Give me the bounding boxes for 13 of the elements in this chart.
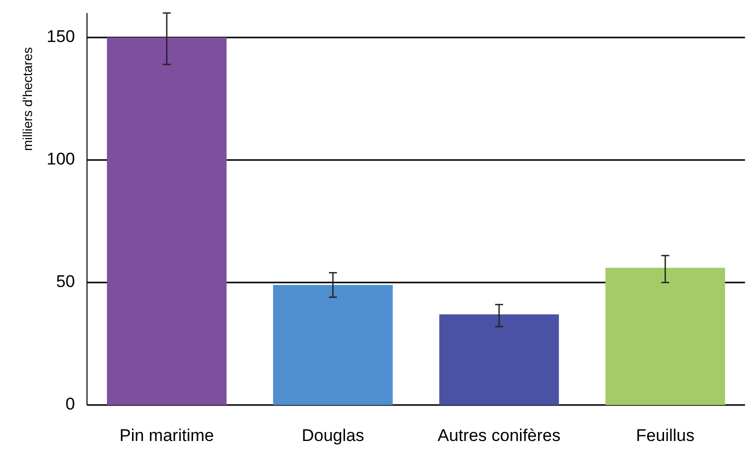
y-axis-title: milliers d'hectares [20, 46, 35, 151]
x-tick-label: Feuillus [636, 426, 695, 445]
y-tick-label: 0 [66, 394, 75, 414]
bar [605, 268, 726, 405]
bar [439, 314, 559, 405]
y-tick-label: 50 [56, 272, 75, 291]
x-tick-label: Pin maritime [120, 426, 214, 445]
bar [273, 284, 393, 405]
y-tick-label: 150 [46, 26, 75, 46]
y-tick-label: 100 [46, 149, 75, 168]
x-tick-label: Douglas [302, 426, 364, 445]
x-tick-label: Autres conifères [438, 426, 561, 445]
bar [106, 38, 227, 405]
